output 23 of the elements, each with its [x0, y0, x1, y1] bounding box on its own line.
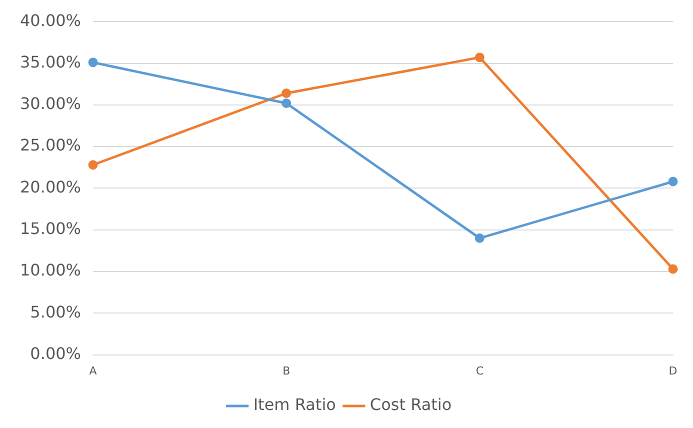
y-tick-label: 5.00%	[30, 302, 82, 322]
x-tick-label: D	[668, 364, 678, 378]
legend-label: Cost Ratio	[370, 395, 452, 414]
point	[474, 52, 484, 62]
point	[668, 176, 678, 186]
legend-label: Item Ratio	[253, 395, 336, 414]
point	[88, 160, 98, 170]
y-tick-label: 30.00%	[20, 94, 82, 114]
y-tick-label: 40.00%	[20, 10, 82, 30]
y-tick-label: 0.00%	[30, 344, 82, 363]
y-tick-label: 10.00%	[20, 260, 82, 280]
y-tick-label: 25.00%	[20, 136, 82, 155]
point	[88, 58, 98, 68]
y-tick-label: 20.00%	[20, 177, 82, 196]
point	[668, 264, 678, 274]
point	[474, 233, 484, 243]
x-tick-label: A	[89, 364, 98, 378]
x-tick-label: C	[476, 364, 484, 378]
y-tick-label: 15.00%	[20, 219, 82, 238]
y-tick-label: 35.00%	[20, 52, 82, 72]
x-tick-label: B	[282, 364, 290, 378]
point	[282, 88, 292, 98]
point	[282, 98, 292, 108]
